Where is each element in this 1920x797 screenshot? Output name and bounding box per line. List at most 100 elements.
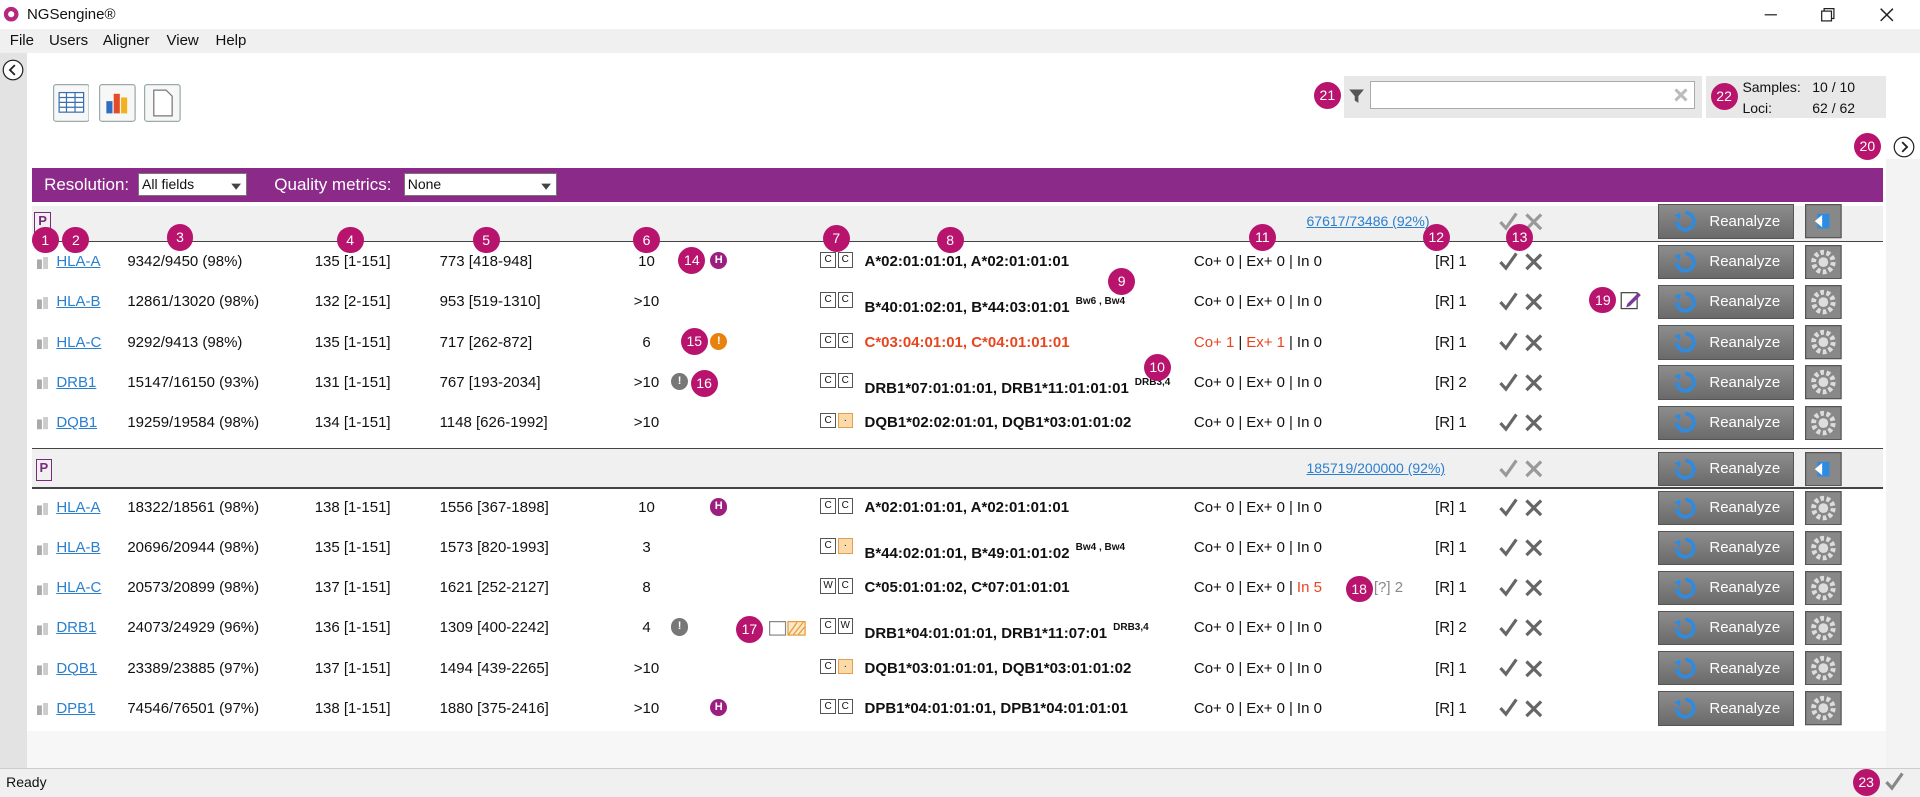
row-reject[interactable]: [1524, 699, 1544, 719]
menu-item[interactable]: File: [9, 31, 34, 49]
reanalyze-button[interactable]: [1657, 244, 1794, 280]
minimize-button[interactable]: [1761, 5, 1781, 25]
group-total-link[interactable]: 185719/200000 (92%): [1306, 460, 1446, 477]
group-reject[interactable]: [1524, 459, 1544, 479]
row-reject[interactable]: [1524, 618, 1544, 638]
menu-item[interactable]: Users: [48, 31, 89, 49]
locus-link[interactable]: HLA-B: [56, 293, 101, 311]
settings-button[interactable]: [1804, 531, 1842, 566]
row-accept[interactable]: [1498, 291, 1519, 312]
row-accept[interactable]: [1498, 657, 1519, 678]
row-accept[interactable]: [1498, 577, 1519, 598]
callout-marker: 12: [1422, 224, 1450, 252]
collapse-left-button[interactable]: [2, 59, 24, 81]
row-reject[interactable]: [1524, 333, 1544, 353]
read-length: 132 [2-151]: [314, 293, 391, 311]
reanalyze-button[interactable]: [1657, 611, 1794, 646]
settings-button[interactable]: [1804, 651, 1842, 686]
row-accept[interactable]: [1498, 697, 1519, 718]
locus-link[interactable]: DRB1: [56, 619, 97, 637]
row-accept[interactable]: [1498, 251, 1519, 272]
menu-item[interactable]: View: [166, 31, 199, 49]
row-reject[interactable]: [1524, 538, 1544, 558]
filter-input[interactable]: [1370, 80, 1695, 109]
settings-button[interactable]: [1804, 325, 1842, 360]
chart-view-button[interactable]: [99, 84, 136, 123]
menu-item[interactable]: Help: [215, 31, 247, 49]
settings-button[interactable]: [1804, 285, 1842, 320]
locus-link[interactable]: HLA-B: [56, 539, 101, 557]
row-reject[interactable]: [1524, 252, 1544, 272]
reanalyze-button[interactable]: [1657, 691, 1794, 726]
group-export-button[interactable]: [1804, 451, 1842, 487]
quality-dropdown[interactable]: [404, 172, 558, 196]
clear-filter-button[interactable]: [1673, 87, 1689, 103]
locus-link[interactable]: HLA-A: [56, 253, 101, 271]
group-total-link[interactable]: 67617/73486 (92%): [1306, 212, 1430, 229]
locus-link[interactable]: HLA-C: [56, 579, 102, 597]
table-view-button[interactable]: [52, 84, 90, 123]
close-button[interactable]: [1877, 5, 1897, 25]
row-reject[interactable]: [1524, 498, 1544, 518]
reanalyze-icon: [1673, 290, 1697, 314]
locus-link[interactable]: HLA-A: [56, 499, 101, 517]
locus-icon: [36, 542, 50, 556]
reanalyze-button[interactable]: [1657, 285, 1794, 320]
settings-button[interactable]: [1804, 405, 1842, 440]
locus-link[interactable]: DPB1: [56, 699, 96, 717]
clear-filter-button-graphic: [1674, 88, 1688, 102]
group-accept[interactable]: [1498, 458, 1519, 479]
reanalyze-button[interactable]: [1657, 204, 1794, 239]
edit-icon[interactable]: [1620, 289, 1642, 311]
reads: 9292/9413 (98%): [127, 333, 243, 351]
locus-link[interactable]: DQB1: [56, 413, 98, 431]
settings-button[interactable]: [1804, 611, 1842, 646]
row-accept[interactable]: [1498, 412, 1519, 433]
row-accept[interactable]: [1498, 617, 1519, 638]
settings-button[interactable]: [1804, 571, 1842, 606]
row-accept-graphic: [1498, 413, 1518, 432]
locus-link[interactable]: DRB1: [56, 373, 97, 391]
reanalyze-button[interactable]: [1657, 531, 1794, 566]
chart-view-button-graphic: [99, 84, 136, 123]
settings-button[interactable]: [1804, 244, 1842, 280]
expand-right-button[interactable]: [1893, 136, 1915, 158]
settings-button-graphic: [1804, 691, 1842, 726]
reanalyze-button[interactable]: [1657, 325, 1794, 360]
restore-button[interactable]: [1818, 5, 1838, 25]
row-reject[interactable]: [1524, 659, 1544, 679]
group-accept[interactable]: [1498, 211, 1519, 232]
allele-pair: A*02:01:01:01, A*02:01:01:01: [864, 499, 1070, 517]
reanalyze-button[interactable]: [1657, 365, 1794, 400]
locus-icon: [36, 256, 50, 269]
row-reject[interactable]: [1524, 373, 1544, 393]
settings-button[interactable]: [1804, 691, 1842, 726]
reanalyze-button[interactable]: [1657, 491, 1794, 526]
report-view-button[interactable]: [144, 84, 182, 123]
locus-link[interactable]: HLA-C: [56, 333, 102, 351]
reanalyze-button[interactable]: [1657, 451, 1794, 487]
quality-label: Quality metrics:: [274, 175, 392, 195]
group-accept-graphic: [1498, 212, 1518, 231]
group-export-button[interactable]: [1804, 204, 1842, 239]
reanalyze-button[interactable]: [1657, 405, 1794, 440]
resolution-dropdown[interactable]: [138, 172, 248, 196]
settings-button[interactable]: [1804, 365, 1842, 400]
expand-right-button-graphic: [1893, 136, 1915, 158]
row-accept[interactable]: [1498, 372, 1519, 393]
callout-marker: 4: [336, 226, 364, 254]
row-reject[interactable]: [1524, 413, 1544, 433]
status-check[interactable]: [1884, 771, 1905, 792]
reanalyze-icon-graphic: [1673, 211, 1696, 232]
row-accept[interactable]: [1498, 537, 1519, 558]
settings-button[interactable]: [1804, 491, 1842, 526]
locus-link[interactable]: DQB1: [56, 659, 98, 677]
row-accept-graphic: [1498, 292, 1518, 311]
reanalyze-button[interactable]: [1657, 571, 1794, 606]
row-reject[interactable]: [1524, 578, 1544, 598]
reanalyze-button[interactable]: [1657, 651, 1794, 686]
row-accept[interactable]: [1498, 497, 1519, 518]
menu-item[interactable]: Aligner: [102, 31, 150, 49]
row-reject[interactable]: [1524, 292, 1544, 312]
row-accept[interactable]: [1498, 331, 1519, 352]
